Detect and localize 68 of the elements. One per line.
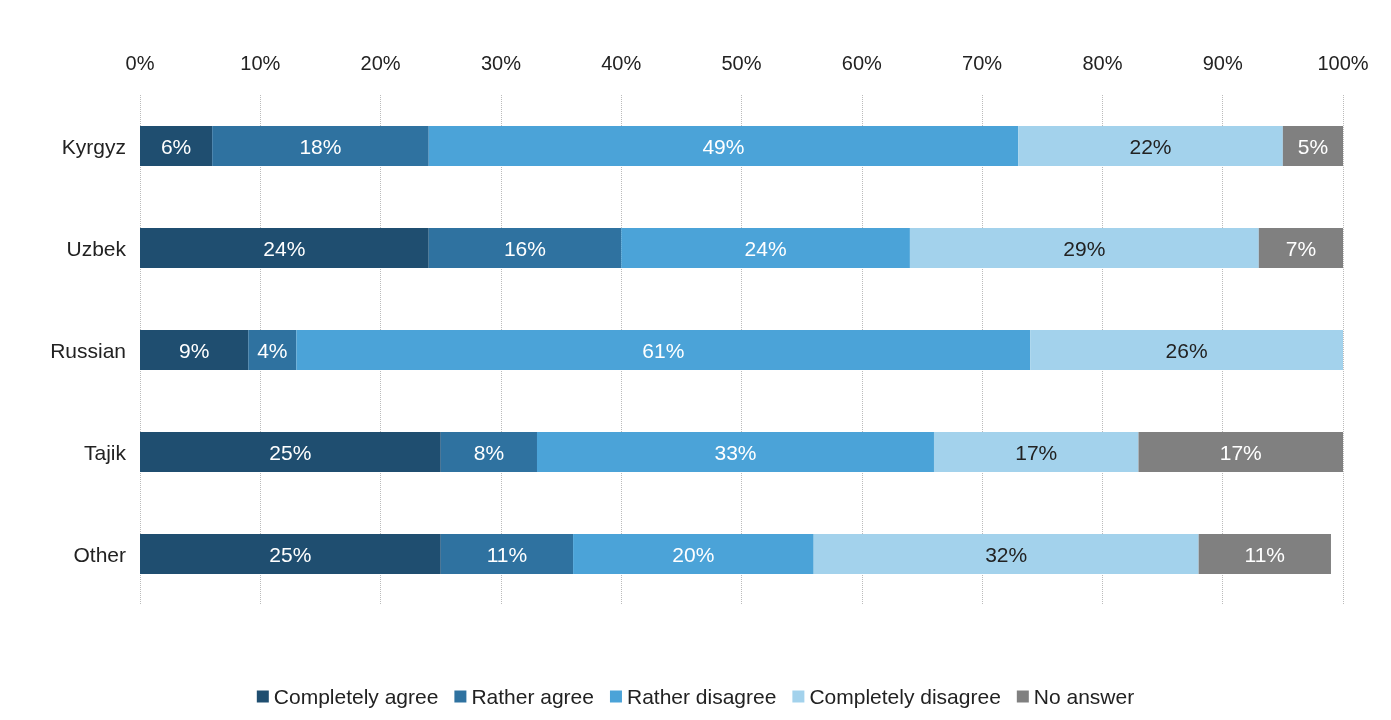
data-label: 61% xyxy=(642,338,685,362)
bar xyxy=(536,432,934,472)
bar xyxy=(1138,432,1343,472)
x-tick-label: 50% xyxy=(721,52,762,74)
bar xyxy=(140,534,441,574)
bar xyxy=(428,126,1019,166)
data-label: 17% xyxy=(1015,440,1058,464)
data-label: 49% xyxy=(702,134,745,158)
data-label: 25% xyxy=(269,542,312,566)
data-label: 20% xyxy=(672,542,715,566)
y-tick-label: Russian xyxy=(50,338,126,362)
data-label: 9% xyxy=(178,338,210,362)
x-tick-label: 100% xyxy=(1317,52,1369,74)
bar xyxy=(440,432,537,472)
bar xyxy=(909,228,1259,268)
data-label: 32% xyxy=(985,542,1028,566)
data-label: 24% xyxy=(744,236,787,260)
bar xyxy=(140,330,249,370)
bar xyxy=(621,228,910,268)
data-label: 16% xyxy=(503,236,546,260)
data-label: 18% xyxy=(299,134,342,158)
bar xyxy=(1198,534,1331,574)
y-tick-label: Tajik xyxy=(83,440,127,464)
data-label: 4% xyxy=(257,338,288,362)
legend-label: Completely agree xyxy=(273,685,439,708)
bar xyxy=(573,534,814,574)
data-label: 29% xyxy=(1063,236,1106,260)
bar xyxy=(296,330,1031,370)
bar xyxy=(212,126,429,166)
bar xyxy=(140,432,441,472)
data-label: 11% xyxy=(1244,542,1286,566)
bar xyxy=(813,534,1199,574)
bar xyxy=(1282,126,1343,166)
bar xyxy=(1258,228,1343,268)
y-tick-label: Other xyxy=(73,542,126,566)
legend-label: Completely disagree xyxy=(809,685,1001,708)
legend-label: Rather disagree xyxy=(626,685,777,708)
bar xyxy=(140,228,429,268)
bar xyxy=(1018,126,1283,166)
data-label: 8% xyxy=(473,440,505,464)
x-tick-label: 10% xyxy=(240,52,281,74)
bar xyxy=(140,126,213,166)
data-label: 5% xyxy=(1297,134,1329,158)
bar xyxy=(440,534,574,574)
x-tick-label: 90% xyxy=(1202,52,1243,74)
data-label: 11% xyxy=(486,542,528,566)
y-tick-label: Kyrgyz xyxy=(61,134,126,158)
data-label: 26% xyxy=(1165,338,1208,362)
legend-label: Rather agree xyxy=(471,685,594,708)
x-tick-label: 0% xyxy=(125,52,155,74)
data-label: 33% xyxy=(714,440,757,464)
x-tick-label: 60% xyxy=(841,52,883,74)
data-label: 24% xyxy=(263,236,306,260)
x-tick-label: 40% xyxy=(601,52,642,74)
bar xyxy=(933,432,1139,472)
bar xyxy=(428,228,622,268)
data-label: 17% xyxy=(1219,440,1262,464)
data-label: 6% xyxy=(160,134,192,158)
x-tick-label: 80% xyxy=(1082,52,1123,74)
legend-label: No answer xyxy=(1033,685,1135,708)
y-tick-label: Uzbek xyxy=(66,236,127,260)
x-tick-label: 30% xyxy=(480,52,522,74)
data-label: 7% xyxy=(1285,236,1317,260)
data-label: 22% xyxy=(1129,134,1172,158)
data-label: 25% xyxy=(269,440,312,464)
x-tick-label: 20% xyxy=(360,52,401,74)
x-tick-label: 70% xyxy=(962,52,1003,74)
bar xyxy=(1030,330,1343,370)
